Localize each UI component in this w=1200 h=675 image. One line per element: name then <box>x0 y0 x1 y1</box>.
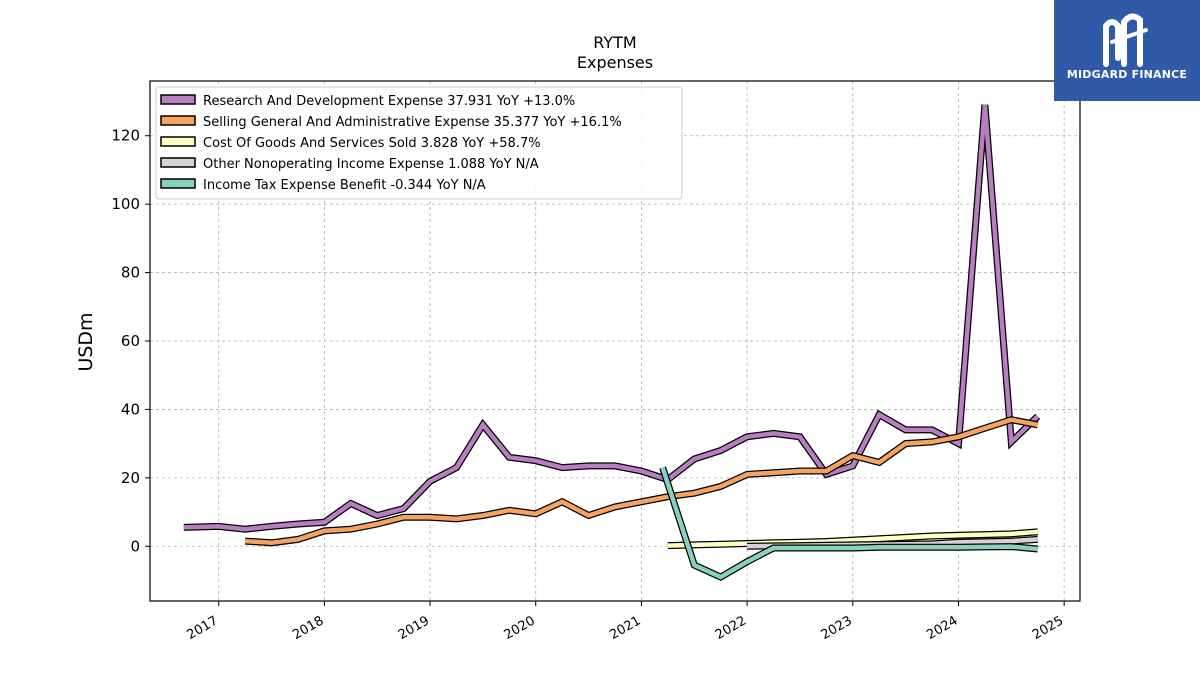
legend-entry: Income Tax Expense Benefit -0.344 YoY N/… <box>160 178 486 193</box>
legend-label: Cost Of Goods And Services Sold 3.828 Yo… <box>203 136 541 151</box>
x-tick-label: 2017 <box>185 613 221 643</box>
chart-subtitle: Expenses <box>577 53 653 72</box>
legend-swatch <box>160 178 196 189</box>
legend-label: Income Tax Expense Benefit -0.344 YoY N/… <box>203 178 486 193</box>
legend-swatch <box>160 115 196 126</box>
y-tick-label: 80 <box>121 264 140 282</box>
x-tick-label: 2023 <box>819 613 855 643</box>
brand-logo: MIDGARD FINANCE <box>1054 0 1200 101</box>
x-tick-label: 2018 <box>290 613 326 643</box>
legend-entry: Other Nonoperating Income Expense 1.088 … <box>160 157 539 172</box>
x-tick-label: 2020 <box>502 613 538 643</box>
y-tick-label: 0 <box>130 537 140 555</box>
legend-swatch <box>160 94 196 105</box>
chart-title: RYTM <box>593 33 636 52</box>
legend-entry: Research And Development Expense 37.931 … <box>160 94 575 109</box>
series-line <box>183 104 1040 532</box>
series-line <box>667 529 1038 548</box>
x-tick-label: 2021 <box>607 613 643 643</box>
y-tick-label: 40 <box>121 400 140 418</box>
y-tick-label: 100 <box>111 195 140 213</box>
midgard-logo-icon <box>1103 13 1148 67</box>
legend-label: Research And Development Expense 37.931 … <box>203 94 575 109</box>
x-tick-label: 2019 <box>396 613 432 643</box>
legend-swatch <box>160 157 196 168</box>
y-tick-label: 120 <box>111 127 140 145</box>
y-tick-label: 60 <box>121 332 140 350</box>
legend-entry: Selling General And Administrative Expen… <box>160 115 622 130</box>
legend-label: Selling General And Administrative Expen… <box>203 115 622 130</box>
y-axis-label: USDm <box>75 312 97 371</box>
y-tick-label: 20 <box>121 469 140 487</box>
logo-text: MIDGARD FINANCE <box>1066 68 1188 81</box>
legend-label: Other Nonoperating Income Expense 1.088 … <box>203 157 539 172</box>
x-tick-label: 2024 <box>924 613 960 643</box>
legend-box <box>155 86 683 200</box>
series-line <box>244 417 1039 546</box>
legend-entry: Cost Of Goods And Services Sold 3.828 Yo… <box>160 136 541 151</box>
legend-swatch <box>160 136 196 147</box>
series-line <box>660 466 1038 580</box>
x-tick-label: 2025 <box>1030 613 1066 643</box>
x-tick-label: 2022 <box>713 613 749 643</box>
legend: Research And Development Expense 37.931 … <box>155 86 683 200</box>
series-lines <box>183 104 1041 582</box>
